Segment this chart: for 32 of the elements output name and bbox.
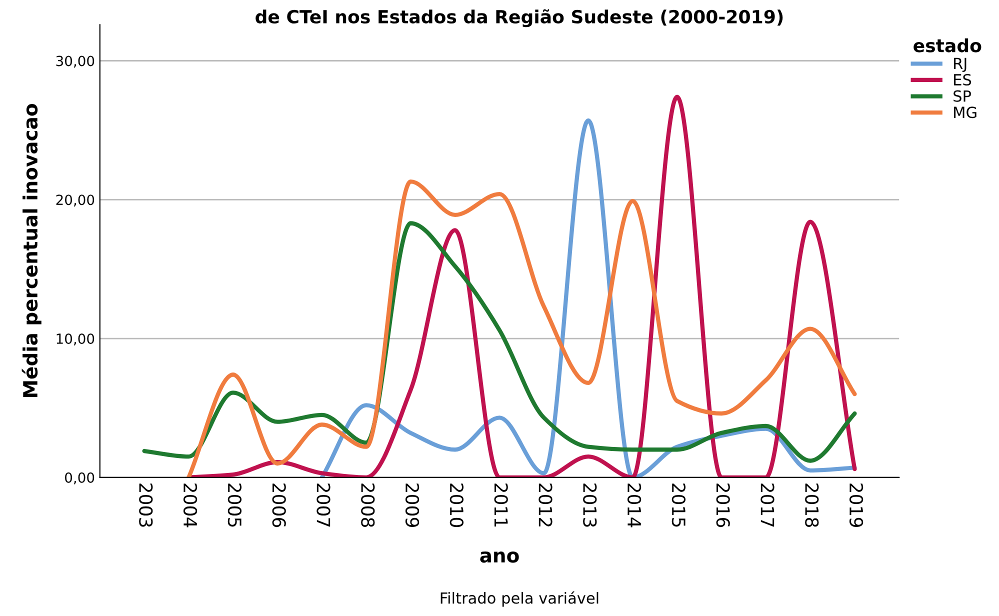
y-tick-label: 30,00 (56, 56, 94, 68)
x-tick-label: 2008 (361, 484, 375, 527)
x-tick-label: 2012 (538, 484, 552, 526)
x-tick-label: 2014 (627, 484, 642, 528)
x-tick-label: 2013 (583, 484, 597, 527)
legend-label: MG (954, 106, 976, 118)
text: Filtrado pela variável (440, 591, 598, 607)
line-series (186, 179, 857, 478)
legend-label: ES (954, 74, 972, 86)
chart-title: de CTeI nos Estados da Região Sudeste (2000-2019) (256, 9, 783, 28)
x-tick-label: 2006 (272, 484, 286, 528)
legend-label: SP (954, 90, 971, 102)
x-tick-label: 2005 (228, 484, 242, 527)
x-tick-label: 2017 (760, 484, 774, 527)
y-tick-label: 0,00 (65, 472, 94, 484)
y-axis-title: Média percentual inovacao (22, 104, 42, 398)
x-tick-label: 2007 (316, 484, 330, 527)
x-tick-label: 2010 (450, 484, 464, 528)
x-tick-label: 2018 (805, 484, 819, 527)
x-tick-label: 2009 (405, 484, 420, 527)
y-tick-label: 10,00 (56, 333, 94, 346)
x-tick-label: 2011 (494, 484, 508, 527)
legend-title: estado (914, 38, 982, 52)
x-tick-label: 2019 (849, 484, 864, 527)
x-tick-label: 2004 (183, 484, 198, 528)
legend-label: RJ (954, 58, 966, 72)
line-series (320, 118, 857, 478)
x-tick-label: 2015 (672, 484, 686, 527)
y-tick-label: 20,00 (56, 194, 94, 207)
x-axis-title: ano (480, 552, 519, 563)
x-tick-label: 2016 (716, 484, 730, 528)
x-tick-label: 2003 (139, 484, 153, 527)
